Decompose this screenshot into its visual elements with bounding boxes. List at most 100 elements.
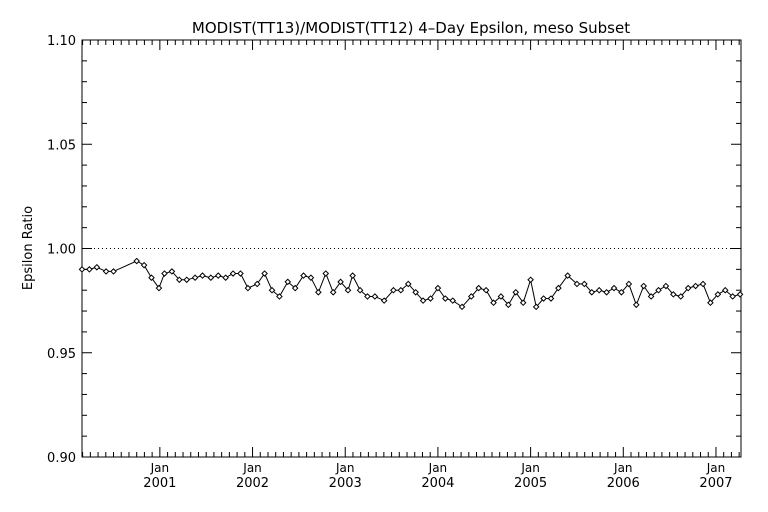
y-tick-label: 1.10 xyxy=(47,34,76,49)
data-point xyxy=(475,284,483,292)
data-point xyxy=(222,274,229,281)
data-point xyxy=(300,272,307,279)
data-point xyxy=(573,280,581,288)
data-point xyxy=(684,284,692,292)
data-point xyxy=(93,263,101,271)
data-point xyxy=(625,280,633,288)
data-point xyxy=(662,282,670,290)
data-point xyxy=(581,280,588,288)
data-point xyxy=(564,272,571,279)
x-tick-label-month: Jan xyxy=(335,461,355,475)
data-point xyxy=(707,299,714,307)
data-point xyxy=(364,293,371,300)
data-point xyxy=(78,266,86,273)
data-point xyxy=(721,286,729,294)
data-point xyxy=(237,270,244,277)
data-point xyxy=(618,288,625,296)
data-point xyxy=(640,282,647,290)
data-point xyxy=(244,284,252,292)
data-point xyxy=(595,286,603,294)
data-point xyxy=(647,293,655,300)
data-point xyxy=(490,299,497,307)
data-point xyxy=(442,295,449,302)
x-tick-label-year: 2004 xyxy=(421,476,454,491)
data-point xyxy=(547,295,555,302)
data-point xyxy=(482,286,490,294)
data-point xyxy=(512,288,520,296)
data-point xyxy=(699,280,707,288)
x-tick-label-month: Jan xyxy=(150,461,170,475)
data-point xyxy=(349,272,356,279)
data-point xyxy=(532,303,540,311)
data-point xyxy=(183,276,191,284)
data-point xyxy=(261,270,268,277)
data-point xyxy=(161,270,168,277)
x-tick-label-month: Jan xyxy=(520,461,540,475)
data-point xyxy=(176,276,183,284)
data-point xyxy=(199,272,206,279)
data-point xyxy=(677,293,685,300)
data-point xyxy=(397,286,405,294)
data-point xyxy=(329,288,337,296)
chart-title: MODIST(TT13)/MODIST(TT12) 4–Day Epsilon,… xyxy=(192,19,630,37)
x-tick-label-year: 2002 xyxy=(236,476,269,491)
data-point xyxy=(434,284,442,292)
data-point xyxy=(632,301,640,309)
data-point xyxy=(419,297,427,304)
data-point xyxy=(404,280,412,288)
x-tick-label-year: 2005 xyxy=(514,476,547,491)
data-point xyxy=(148,274,155,281)
data-point xyxy=(315,288,322,296)
data-point xyxy=(102,268,110,275)
y-axis-label: Epsilon Ratio xyxy=(21,206,36,290)
data-point xyxy=(458,303,466,311)
x-tick-label-year: 2007 xyxy=(699,476,732,491)
data-point xyxy=(291,284,299,292)
data-point xyxy=(168,268,176,275)
x-tick-label-year: 2006 xyxy=(607,476,640,491)
x-tick-label-year: 2003 xyxy=(329,476,362,491)
data-point xyxy=(736,291,744,298)
data-point xyxy=(380,297,388,304)
y-tick-label: 1.00 xyxy=(47,243,76,258)
data-point xyxy=(356,286,364,294)
y-tick-label: 0.95 xyxy=(47,347,76,362)
data-point xyxy=(86,266,93,273)
data-point xyxy=(692,282,699,290)
x-tick-label-month: Jan xyxy=(428,461,448,475)
data-point xyxy=(322,270,330,277)
data-point xyxy=(655,286,662,294)
data-point xyxy=(390,286,397,294)
data-point xyxy=(307,274,315,281)
x-tick-label-month: Jan xyxy=(613,461,633,475)
data-point xyxy=(610,284,618,292)
data-point xyxy=(207,274,215,281)
data-point xyxy=(268,286,276,294)
data-point xyxy=(191,274,199,281)
data-point xyxy=(540,295,547,302)
data-point xyxy=(214,272,222,279)
data-point xyxy=(371,293,379,300)
data-point xyxy=(337,278,344,286)
x-tick-label-month: Jan xyxy=(706,461,726,475)
x-tick-label-year: 2001 xyxy=(143,476,176,491)
data-point xyxy=(427,295,434,302)
data-point xyxy=(140,261,148,269)
y-tick-label: 1.05 xyxy=(47,138,76,153)
data-point xyxy=(729,293,736,300)
data-point xyxy=(276,293,283,300)
data-point xyxy=(603,288,610,296)
data-point xyxy=(412,288,419,296)
data-point xyxy=(714,291,722,298)
y-tick-label: 0.90 xyxy=(47,451,76,466)
data-point xyxy=(505,301,512,309)
data-point xyxy=(519,299,527,307)
x-tick-label-month: Jan xyxy=(242,461,262,475)
data-point xyxy=(155,284,163,292)
data-point xyxy=(229,270,237,277)
data-point xyxy=(555,284,562,292)
data-point xyxy=(497,293,505,300)
data-point xyxy=(284,278,292,286)
data-point xyxy=(449,297,457,304)
